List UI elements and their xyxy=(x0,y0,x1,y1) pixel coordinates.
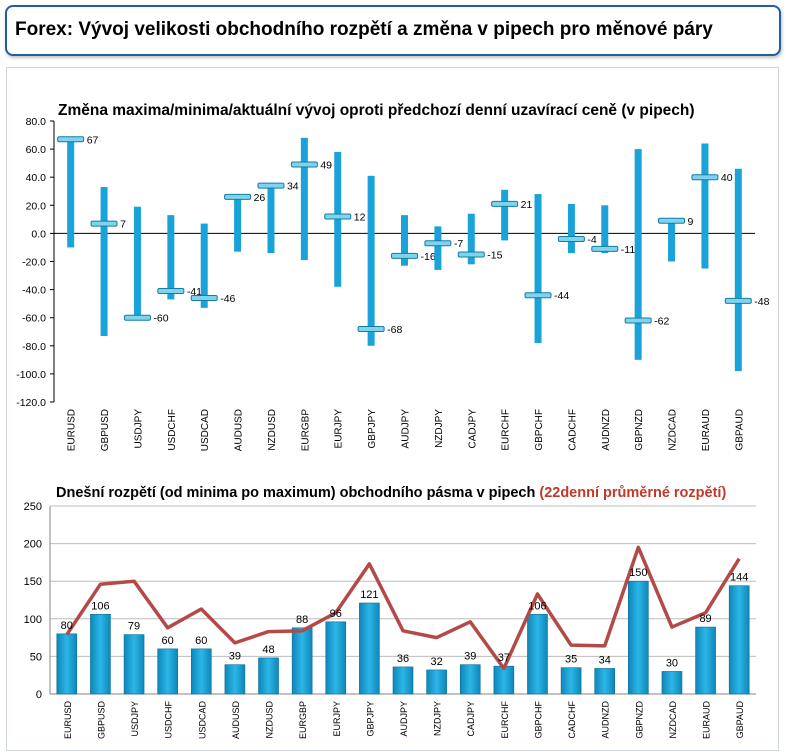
range-bar xyxy=(234,194,242,252)
current-value-label: -41 xyxy=(187,286,202,298)
current-marker xyxy=(157,288,185,295)
range-y-tick-label: -40.0 xyxy=(22,285,46,297)
range-x-tick-label: AUDJPY xyxy=(401,409,412,449)
range-x-tick-label: USDCHF xyxy=(167,409,178,451)
range-y-tick-label: 60.0 xyxy=(26,144,47,156)
current-value-label: 21 xyxy=(521,199,533,211)
range-bar xyxy=(601,205,609,254)
range-y-tick-label: -80.0 xyxy=(22,341,46,353)
range-bar xyxy=(701,143,709,269)
range-bar xyxy=(434,226,442,270)
current-value-label: -68 xyxy=(387,324,402,336)
range-bar xyxy=(367,175,375,346)
current-marker xyxy=(391,252,418,259)
current-marker xyxy=(691,174,719,181)
current-value-label: 34 xyxy=(287,181,299,193)
range-x-tick-label: NZDJPY xyxy=(434,409,445,448)
current-marker xyxy=(658,217,686,224)
range-bar xyxy=(167,215,175,300)
range-y-tick-label: 40.0 xyxy=(26,172,47,184)
current-marker xyxy=(90,220,118,227)
current-value-label: -60 xyxy=(153,313,168,325)
current-marker xyxy=(724,297,752,304)
current-marker xyxy=(190,295,218,302)
range-y-tick-label: 0.0 xyxy=(31,228,46,240)
range-bar xyxy=(200,223,208,308)
range-bar xyxy=(267,184,275,254)
range-x-tick-label: CADCHF xyxy=(567,409,578,451)
current-value-label: -62 xyxy=(654,316,669,328)
range-x-tick-label: EURAUD xyxy=(701,409,712,451)
current-value-label: 26 xyxy=(254,192,266,204)
range-chart-title: Změna maxima/minima/aktuální vývoj oprot… xyxy=(58,102,695,119)
range-bar xyxy=(133,206,141,318)
current-value-label: 7 xyxy=(120,219,126,231)
current-marker xyxy=(257,182,285,189)
current-value-label: -48 xyxy=(754,296,769,308)
current-value-label: 49 xyxy=(320,160,332,172)
current-value-label: -7 xyxy=(454,238,463,250)
current-marker xyxy=(57,136,85,143)
current-marker xyxy=(424,240,452,247)
current-marker xyxy=(524,292,552,299)
current-value-label: -15 xyxy=(487,249,502,261)
header-box: Forex: Vývoj velikosti obchodního rozpět… xyxy=(5,5,781,56)
current-marker xyxy=(624,317,652,324)
range-x-tick-label: GBPCHF xyxy=(534,409,545,451)
range-bar xyxy=(668,219,676,262)
range-x-tick-label: GBPAUD xyxy=(734,409,745,451)
current-marker xyxy=(290,161,318,168)
range-x-tick-label: GBPJPY xyxy=(367,409,378,449)
range-x-tick-label: USDJPY xyxy=(133,409,144,449)
range-x-tick-label: EURCHF xyxy=(501,409,512,451)
range-bar xyxy=(401,215,408,266)
range-x-tick-label: NZDCAD xyxy=(668,409,679,451)
current-value-label: 40 xyxy=(721,172,733,184)
range-y-tick-label: -120.0 xyxy=(16,397,46,409)
range-x-tick-label: GBPUSD xyxy=(100,409,111,451)
current-marker xyxy=(557,236,585,243)
range-bar xyxy=(634,149,642,360)
page-title: Forex: Vývoj velikosti obchodního rozpět… xyxy=(15,19,713,40)
range-bar xyxy=(734,168,742,372)
range-x-tick-label: NZDUSD xyxy=(267,409,278,451)
current-value-label: -4 xyxy=(587,234,596,246)
current-marker xyxy=(224,193,252,200)
current-marker xyxy=(357,325,385,332)
range-bar xyxy=(501,189,509,241)
current-value-label: -44 xyxy=(554,290,569,302)
current-value-label: 67 xyxy=(87,134,99,146)
current-value-label: -46 xyxy=(220,293,235,305)
range-x-tick-label: AUDNZD xyxy=(601,409,612,451)
range-bar xyxy=(534,194,542,343)
range-y-tick-label: -100.0 xyxy=(16,369,46,381)
current-marker xyxy=(457,251,485,258)
current-value-label: 9 xyxy=(688,216,694,228)
current-marker xyxy=(491,200,519,207)
range-x-tick-label: EURJPY xyxy=(334,409,345,449)
range-bar xyxy=(567,203,575,254)
range-x-tick-label: EURUSD xyxy=(67,409,78,451)
range-y-tick-label: -60.0 xyxy=(22,313,46,325)
current-value-label: 12 xyxy=(354,212,366,224)
current-marker xyxy=(591,245,619,252)
range-bar xyxy=(300,137,308,261)
range-x-tick-label: EURGBP xyxy=(300,409,311,452)
current-value-label: -16 xyxy=(421,251,436,263)
range-bar xyxy=(67,137,75,248)
range-y-tick-label: -20.0 xyxy=(22,257,46,269)
range-y-tick-label: 20.0 xyxy=(26,200,47,212)
range-x-tick-label: GBPNZD xyxy=(634,409,645,451)
range-bar xyxy=(100,187,108,336)
current-value-label: -11 xyxy=(621,244,636,256)
range-y-tick-label: 80.0 xyxy=(26,116,47,128)
range-x-tick-label: USDCAD xyxy=(200,409,211,451)
current-marker xyxy=(324,213,352,220)
current-marker xyxy=(123,314,151,321)
range-x-tick-label: CADJPY xyxy=(467,409,478,449)
range-bar xyxy=(467,213,475,265)
range-x-tick-label: AUDUSD xyxy=(234,409,245,451)
